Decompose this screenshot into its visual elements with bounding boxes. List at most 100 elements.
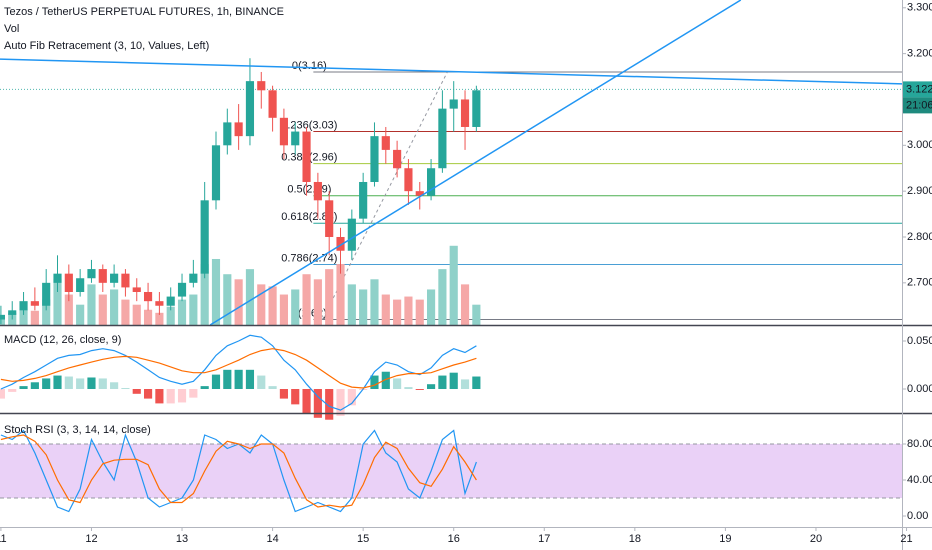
volume-bar [200,264,209,325]
fib-diagonal [321,71,448,320]
volume-bar [132,304,141,325]
volume-bar [427,289,436,325]
candle-body [449,99,458,109]
volume-bar [0,314,5,325]
candle-body [166,296,175,306]
volume-bar [19,309,28,325]
candle-body [0,314,5,320]
volume-bar [291,289,300,325]
macd-histogram-bar [177,389,187,403]
candle-body [76,278,85,292]
macd-histogram-bar [76,378,85,390]
macd-histogram-bar [438,375,447,390]
y-tick-label: 2.900 [907,185,932,197]
candle-body [234,122,243,137]
macd-histogram-bar [30,382,39,390]
volume-bar [211,258,221,325]
x-tick-label: 12 [85,533,97,545]
volume-bar [87,284,96,325]
macd-histogram-bar [257,375,266,390]
macd-histogram-bar [268,386,277,390]
volume-label: Vol [4,23,19,35]
macd-histogram-bar [155,389,164,404]
macd-histogram-bar [347,389,356,406]
candle-body [460,99,470,127]
trendline [0,58,903,85]
candle-body [42,282,51,306]
candle-body [404,168,413,192]
y-tick-label: 3.200 [907,48,932,60]
candle-body [291,131,300,146]
macd-histogram-bar [279,389,288,399]
y-tick-label: 0.00 [907,510,928,522]
volume-bar [268,286,277,325]
countdown-label: 21:06 [906,99,932,111]
volume-bar [279,294,288,325]
candle-body [325,200,334,237]
x-tick-label: 19 [719,533,731,545]
candle-body [87,269,96,279]
volume-bar [381,294,390,325]
countdown-box [903,97,932,114]
volume-bar [302,274,311,325]
volume-bar [189,294,198,325]
volume-bar [460,284,470,325]
candle-body [132,287,141,292]
volume-bar [393,299,402,325]
x-tick-label: 15 [357,533,369,545]
volume-bar [234,279,243,325]
candle-body [359,181,368,219]
volume-bar [245,269,255,325]
last-price-label: 3.122 [906,83,932,95]
volume-bar [325,269,334,325]
volume-bar [155,312,164,325]
volume-bar [438,269,447,325]
x-tick-label: 17 [538,533,550,545]
x-tick-label: 14 [266,533,278,545]
candle-body [393,149,402,169]
macd-histogram-bar [87,377,96,390]
trendline [209,0,742,326]
macd-line [0,334,477,411]
candle-body [8,310,17,315]
macd-histogram-bar [370,375,379,390]
macd-histogram-bar [472,376,481,390]
macd-histogram-bar [415,389,424,390]
y-tick-label: 2.800 [907,231,932,243]
macd-histogram-bar [393,378,402,390]
fib-label: 0.236(3.03) [281,119,337,131]
candle-body [381,136,390,150]
x-tick-label: 21 [900,533,912,545]
candle-body [438,108,447,169]
macd-histogram-bar [404,387,413,390]
volume-bar [42,299,51,325]
volume-bar [415,299,424,325]
x-tick-label: 11 [0,533,7,545]
chart-title: Tezos / TetherUS PERPETUAL FUTURES, 1h, … [4,6,284,18]
macd-histogram-bar [53,375,62,390]
candle-body [143,291,153,302]
candle-body [472,90,481,127]
volume-bar [110,289,119,325]
volume-bar [472,304,481,325]
candle-body [200,200,209,274]
macd-label: MACD (12, 26, close, 9) [4,334,121,346]
candle-body [110,273,119,283]
macd-histogram-bar [291,389,300,405]
macd-histogram-bar [189,389,198,398]
candle-body [53,273,62,283]
candle-body [30,301,39,306]
volume-bar [347,284,356,325]
fib-label: Auto Fib Retracement (3, 10, Values, Lef… [4,40,209,52]
macd-histogram-bar [200,386,209,390]
volume-bar [143,309,153,325]
macd-histogram-bar [325,389,334,420]
macd-histogram-bar [121,388,130,390]
macd-histogram-bar [64,376,73,390]
fib-label: 0(3.16) [292,60,327,72]
volume-bar [370,279,379,325]
y-tick-label: 0.000 [907,383,932,395]
macd-histogram-bar [42,378,51,390]
candle-body [313,181,322,201]
volume-bar [76,304,85,325]
